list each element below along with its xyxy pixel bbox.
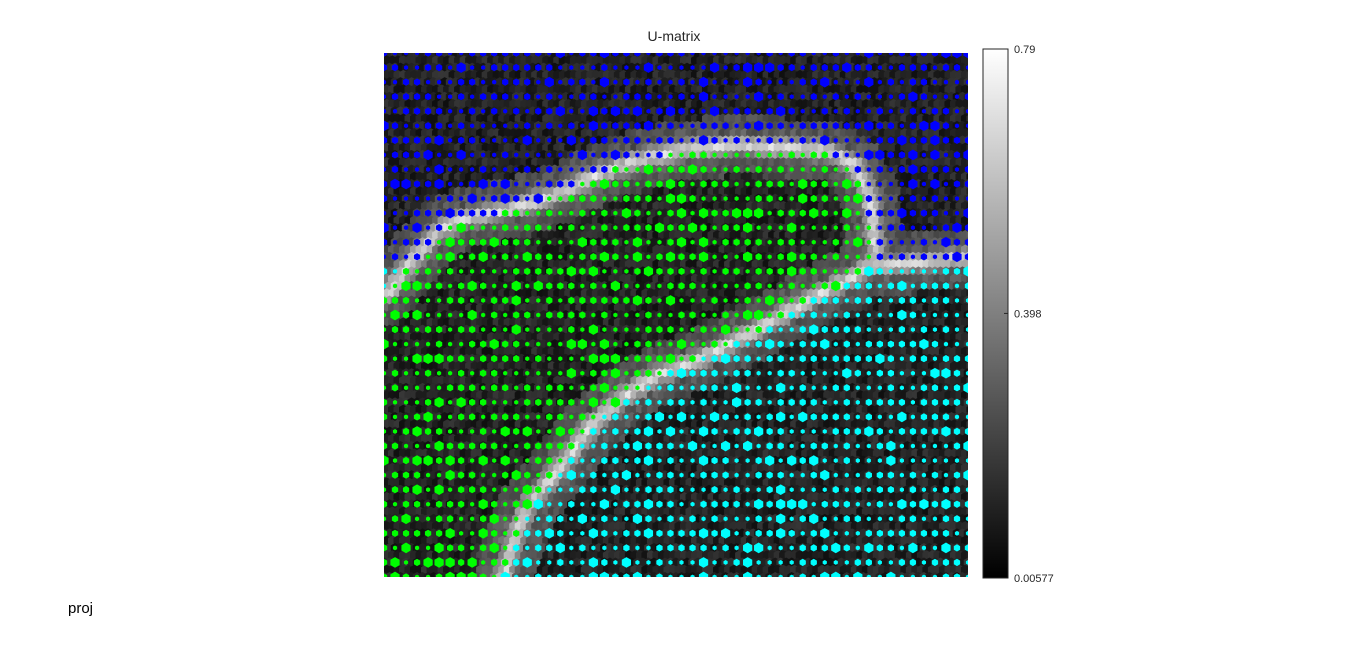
u-distance-cell (966, 173, 968, 181)
u-distance-cell (963, 77, 968, 88)
u-distance-cell (963, 193, 968, 204)
u-distance-cell (966, 144, 968, 151)
u-distance-cell (963, 62, 968, 73)
u-distance-cell (963, 120, 968, 131)
u-distance-cell (966, 56, 968, 64)
u-distance-cell (966, 86, 968, 93)
u-distance-cell (966, 129, 968, 137)
u-distance-cell (966, 158, 968, 166)
u-distance-cell (966, 71, 968, 79)
u-matrix-hex-map (384, 53, 968, 577)
u-distance-cell (966, 100, 968, 108)
u-distance-cell (966, 115, 968, 122)
chart-title: U-matrix (648, 28, 701, 44)
u-distance-cell (963, 106, 968, 117)
u-distance-cell (966, 187, 968, 195)
